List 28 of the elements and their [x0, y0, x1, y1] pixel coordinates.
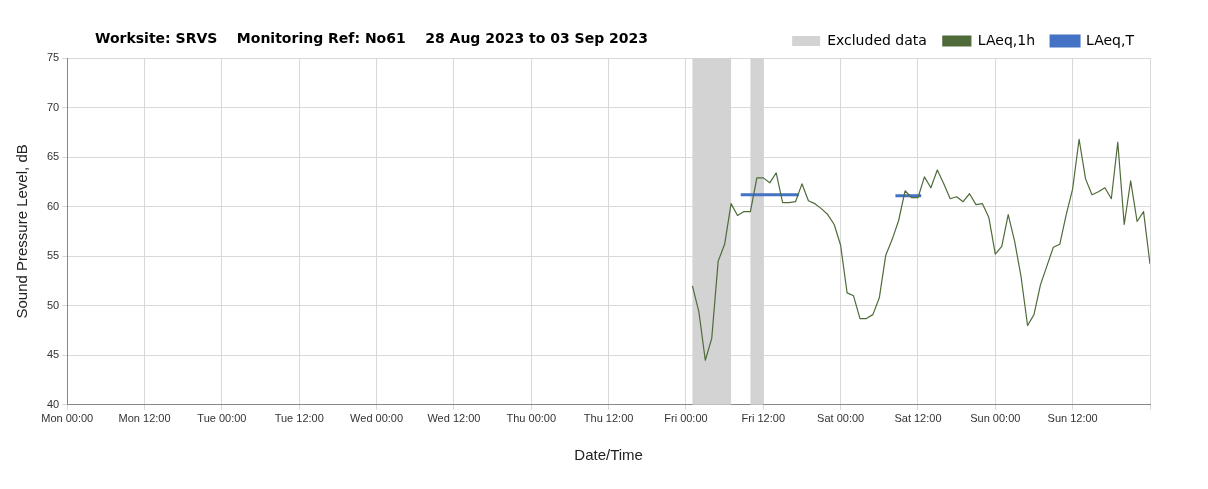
x-tick-label: Mon 12:00 — [118, 412, 171, 425]
x-axis-title: Date/Time — [574, 446, 643, 464]
y-tick-label: 50 — [46, 298, 60, 311]
legend-label: Excluded data — [827, 31, 927, 48]
y-axis-title: Sound Pressure Level, dB — [13, 144, 31, 319]
x-tick-label: Wed 00:00 — [350, 412, 404, 425]
chart-title: Worksite: SRVS Monitoring Ref: No61 28 Aug 2023 to 03 Sep 2023 — [95, 30, 649, 46]
x-tick-label: Sun 00:00 — [970, 412, 1021, 425]
x-tick-label: Thu 00:00 — [506, 412, 557, 425]
x-tick-label: Sat 00:00 — [817, 412, 865, 425]
y-tick-label: 45 — [46, 348, 60, 361]
legend-label: LAeq,1h — [977, 31, 1036, 48]
y-tick-label: 55 — [46, 249, 60, 262]
legend-label: LAeq,T — [1086, 31, 1135, 48]
x-tick-label: Sat 12:00 — [894, 412, 942, 425]
x-tick-label: Tue 12:00 — [274, 412, 324, 425]
x-tick-label: Fri 12:00 — [741, 412, 786, 425]
x-tick-label: Thu 12:00 — [583, 412, 634, 425]
x-tick-label: Sun 12:00 — [1047, 412, 1098, 425]
y-tick-label: 65 — [46, 150, 60, 163]
y-tick-label: 40 — [46, 397, 60, 410]
x-tick-label: Wed 12:00 — [427, 412, 481, 425]
y-tick-label: 75 — [46, 51, 60, 64]
y-tick-label: 60 — [46, 199, 60, 212]
x-tick-label: Mon 00:00 — [41, 412, 94, 425]
y-tick-label: 70 — [46, 100, 60, 113]
x-tick-label: Tue 00:00 — [197, 412, 247, 425]
x-tick-label: Fri 00:00 — [664, 412, 708, 425]
